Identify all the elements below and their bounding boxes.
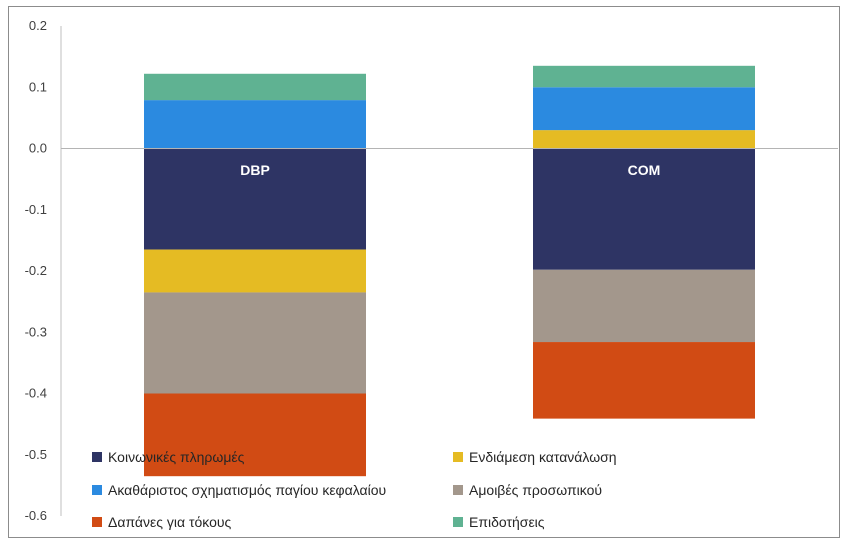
bar-segment xyxy=(533,269,755,343)
legend-swatch xyxy=(92,452,102,462)
bar-segment xyxy=(144,73,366,101)
bars-group xyxy=(144,65,755,477)
legend: Κοινωνικές πληρωμές Ενδιάμεση κατανάλωση Α… xyxy=(92,449,617,530)
y-tick-label: 0.0 xyxy=(29,141,47,156)
category-labels: DBP COM xyxy=(240,162,660,178)
category-label: DBP xyxy=(240,162,270,178)
bar-segment xyxy=(144,100,366,149)
legend-swatch xyxy=(92,517,102,527)
legend-label: Αμοιβές προσωπικού xyxy=(469,482,602,498)
y-tick-labels: 0.2 0.1 0.0 -0.1 -0.2 -0.3 -0.4 -0.5 -0.6 xyxy=(25,18,47,523)
bar-segment xyxy=(144,148,366,250)
y-tick-label: -0.5 xyxy=(25,447,47,462)
legend-label: Ακαθάριστος σχηματισμός παγίου κεφαλαίου xyxy=(108,482,386,498)
bar-segment xyxy=(144,393,366,477)
legend-label: Ενδιάμεση κατανάλωση xyxy=(469,449,617,465)
legend-label: Επιδοτήσεις xyxy=(469,514,545,530)
legend-swatch xyxy=(453,485,463,495)
bar-segment xyxy=(533,65,755,88)
bar-segment xyxy=(533,342,755,419)
y-tick-label: 0.1 xyxy=(29,79,47,94)
bar-segment xyxy=(144,292,366,394)
chart-frame xyxy=(8,6,840,538)
y-tick-label: -0.1 xyxy=(25,202,47,217)
y-tick-label: -0.4 xyxy=(25,386,47,401)
bar-segment xyxy=(533,87,755,131)
y-tick-label: 0.2 xyxy=(29,18,47,33)
y-tick-label: -0.3 xyxy=(25,324,47,339)
category-label: COM xyxy=(628,162,661,178)
legend-swatch xyxy=(453,452,463,462)
legend-swatch xyxy=(453,517,463,527)
bar-segment xyxy=(144,249,366,293)
legend-label: Δαπάνες για τόκους xyxy=(108,514,232,530)
bar-segment xyxy=(533,130,755,149)
bar-segment xyxy=(533,148,755,270)
y-tick-label: -0.2 xyxy=(25,263,47,278)
y-tick-label: -0.6 xyxy=(25,508,47,523)
legend-label: Κοινωνικές πληρωμές xyxy=(108,449,245,465)
legend-swatch xyxy=(92,485,102,495)
